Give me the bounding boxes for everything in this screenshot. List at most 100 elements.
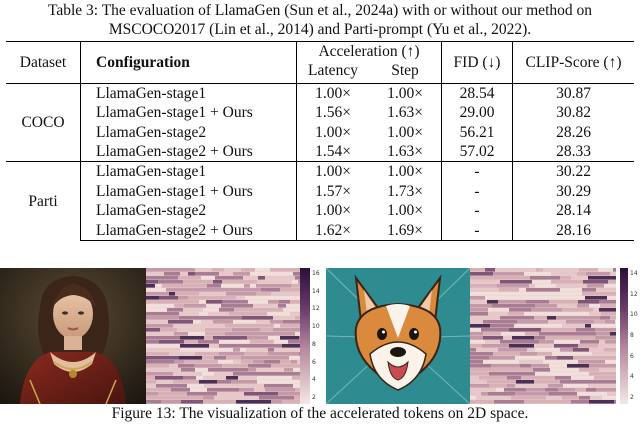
heatmap-token-cell [588,276,616,280]
heatmap-token-cell [199,380,217,384]
heatmap-token-cell [470,312,488,316]
heatmap-token-cell [205,328,232,332]
heatmap-token-cell [545,356,557,360]
heatmap-token-cell [470,356,489,360]
heatmap-token-cell [481,328,509,332]
heatmap-token-cell [591,324,616,328]
heatmap-token-cell [562,360,578,364]
heatmap-token-cell [531,308,562,312]
heatmap-token-cell [146,400,161,404]
fid-cell: - [441,201,513,221]
heatmap-token-cell [236,400,271,404]
heatmap-token-cell [526,288,560,292]
heatmap-token-cell [207,284,221,288]
table-row: COCO LlamaGen-stage1 1.00× 1.00× 28.54 30.87 [6,82,634,162]
heatmap-token-cell [470,316,500,320]
heatmap-token-cell [295,276,300,280]
heatmap-token-cell [494,320,517,324]
config-cell: LlamaGen-stage2 + Ours [80,220,297,242]
heatmap-token-cell [607,296,616,300]
heatmap-token-cell [589,372,616,376]
clip-cell: 28.26 [512,122,634,143]
heatmap-token-cell [576,328,595,332]
heatmap-token-cell [146,308,167,312]
heatmap-token-cell [608,280,616,284]
heatmap-token-cell [269,332,295,336]
heatmap-token-cell [161,324,173,328]
step-cell: 1.63× [387,104,423,122]
colorbar-tick-label: 10 [630,311,638,319]
header-row-1: Dataset Configuration Acceleration (↑) F… [6,41,634,84]
latency-cell: 1.56× [296,103,369,123]
heatmap-token-cell [258,276,265,280]
heatmap-token-cell [218,360,233,364]
config-cell: LlamaGen-stage1 + Ours [96,182,253,200]
heatmap-token-cell [520,364,531,368]
heatmap-token-cell [501,368,533,372]
colorbar-left-ticks: 16 14 12 10 8 6 4 2 [312,268,324,404]
heatmap-token-cell [195,324,225,328]
heatmap-token-cell [291,284,300,288]
heatmap-token-cell [489,372,511,376]
heatmap-token-cell [233,360,241,364]
heatmap-token-cell [470,308,488,312]
heatmap-token-cell [534,344,554,348]
heatmap-token-cell [159,340,184,344]
heatmap-token-cell [257,376,281,380]
config-cell: LlamaGen-stage1 [80,161,297,182]
heatmap-token-cell [520,352,537,356]
heatmap-token-cell [298,328,300,332]
heatmap-token-cell [268,352,299,356]
heatmap-token-cell [543,372,559,376]
heatmap-token-cell [470,272,493,276]
heatmap-token-cell [204,336,213,340]
latency-cell: 1.00× [296,82,369,104]
heatmap-token-cell [293,272,300,276]
heatmap-token-cell [589,312,601,316]
heatmap-token-cell [596,332,610,336]
heatmap-token-cell [156,380,173,384]
heatmap-token-cell [244,284,250,288]
heatmap-token-cell [199,300,206,304]
heatmap-token-cell [282,344,300,348]
heatmap-token-cell [183,308,203,312]
heatmap-token-cell [209,344,219,348]
heatmap-token-cell [219,308,234,312]
heatmap-token-cell [589,304,600,308]
heatmap-token-cell [579,368,599,372]
heatmap-token-cell [274,324,280,328]
heatmap-token-cell [526,388,545,392]
heatmap-token-cell [515,384,548,388]
heatmap-token-cell [204,384,212,388]
heatmap-token-cell [258,332,269,336]
heatmap-token-cell [548,384,563,388]
heatmap-token-cell [226,356,233,360]
heatmap-token-cell [293,368,300,372]
heatmap-token-cell [233,356,241,360]
heatmap-token-cell [295,388,300,392]
fid-cell: - [441,161,513,182]
heatmap-token-cell [164,272,180,276]
heatmap-token-cell [557,304,577,308]
table-row: LlamaGen-stage2 1.00× 1.00× -28.14 [6,201,634,221]
heatmap-token-cell [247,336,268,340]
heatmap-token-cell [604,284,616,288]
heatmap-token-cell [557,400,571,404]
heatmap-token-cell [256,368,284,372]
heatmap-token-cell [578,300,599,304]
heatmap-token-cell [539,340,554,344]
heatmap-token-cell [545,336,565,340]
heatmap-token-cell [219,340,250,344]
heatmap-token-cell [256,320,270,324]
heatmap-token-cell [534,380,560,384]
heatmap-token-cell [234,308,266,312]
figure-caption: Figure 13: The visualization of the acce… [111,405,529,422]
heatmap-token-cell [605,360,616,364]
heatmap-token-cell [501,292,522,296]
heatmap-token-cell [589,348,604,352]
heatmap-token-cell [198,340,219,344]
latency-cell: 1.57× [296,181,369,202]
heatmap-token-cell [476,396,511,400]
heatmap-token-cell [578,344,598,348]
fid-cell: 29.00 [441,103,513,123]
